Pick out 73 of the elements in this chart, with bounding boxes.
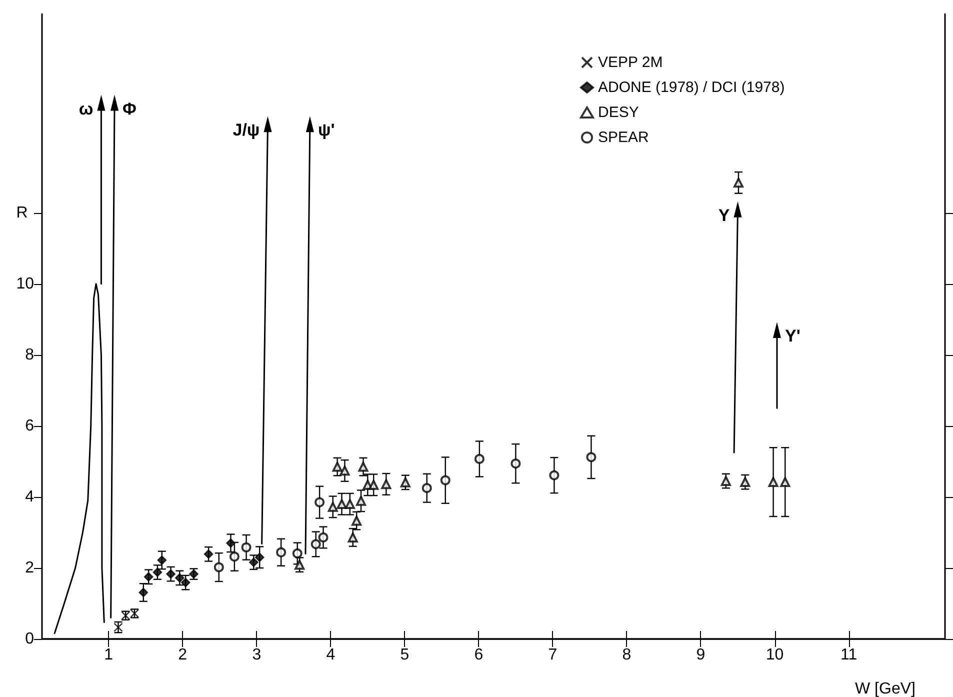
annotation: ψ' [318, 120, 335, 140]
point [166, 569, 176, 579]
annotation: Υ [718, 206, 730, 225]
point [440, 475, 450, 486]
legend-label: SPEAR [598, 129, 650, 146]
point [229, 552, 240, 562]
point [328, 502, 338, 512]
point [358, 462, 368, 472]
point [310, 539, 321, 550]
point [340, 466, 350, 476]
legend-label: ADONE (1978) / DCI (1978) [598, 79, 785, 96]
legend-label: DESY [598, 104, 639, 121]
point [720, 476, 731, 486]
point [586, 452, 596, 462]
x-tick-label: 3 [252, 646, 262, 664]
y-tick-label: 2 [25, 559, 34, 576]
x-tick-label: 7 [548, 646, 558, 664]
point [204, 549, 214, 559]
point [733, 178, 744, 188]
point [352, 516, 362, 526]
point [138, 588, 148, 598]
x-tick-label: 1 [104, 646, 114, 664]
point [152, 568, 162, 577]
point [157, 556, 167, 565]
x-tick-label: 8 [622, 646, 632, 664]
point [332, 462, 342, 472]
x-tick-label: 11 [840, 646, 858, 664]
point [474, 454, 484, 464]
y-tick-label: 4 [25, 488, 34, 506]
point [549, 470, 560, 480]
point [780, 477, 790, 488]
x-tick-label: 2 [178, 646, 188, 664]
x-tick-label: 10 [766, 646, 784, 664]
annotation: Υ' [784, 326, 800, 346]
point [318, 532, 328, 542]
legend-label: VEPP 2M [598, 54, 663, 71]
point [292, 548, 302, 558]
x-tick-label: 9 [696, 646, 706, 664]
point [226, 538, 236, 548]
y-axis-title: R [16, 204, 28, 222]
point [294, 560, 305, 570]
x-axis-title: W [GeV] [855, 680, 916, 697]
y-tick-label: 8 [25, 346, 34, 364]
point [422, 483, 432, 494]
x-tick-label: 6 [474, 646, 484, 664]
point [241, 542, 252, 552]
y-tick-label: 0 [25, 630, 34, 648]
annotation: ω [78, 99, 94, 118]
point [400, 477, 410, 488]
point [381, 479, 392, 490]
point [175, 573, 184, 583]
point [254, 552, 264, 562]
point [356, 496, 366, 506]
annotation: J/ψ [232, 120, 260, 140]
point [344, 499, 355, 510]
point [368, 480, 379, 490]
point [249, 558, 258, 567]
annotation: Φ [122, 99, 137, 118]
x-tick-label: 5 [400, 646, 410, 664]
point [510, 458, 521, 469]
point [314, 497, 325, 508]
point [214, 562, 224, 572]
point [276, 547, 286, 558]
y-tick-label: 6 [25, 417, 34, 434]
x-tick-label: 4 [326, 646, 336, 664]
point [740, 477, 750, 488]
line-series [54, 283, 105, 634]
y-tick-label: 10 [16, 275, 34, 292]
point [144, 572, 154, 582]
point [336, 499, 347, 510]
point [768, 477, 778, 488]
point [348, 532, 358, 542]
point [180, 578, 190, 588]
